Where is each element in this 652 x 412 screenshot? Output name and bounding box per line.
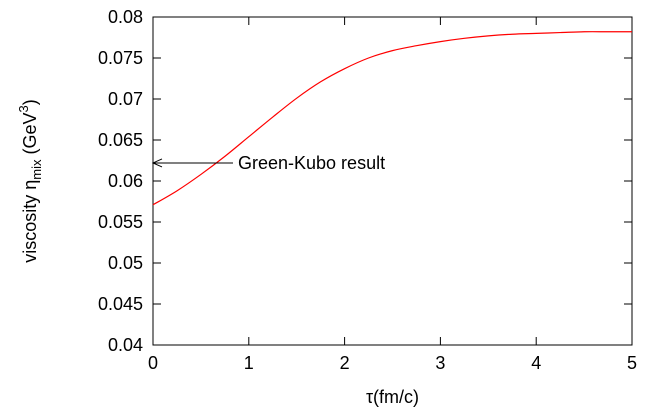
x-tick-label: 4 [531, 353, 541, 373]
y-tick-label: 0.075 [98, 48, 143, 68]
y-axis-label-close: ) [20, 99, 40, 105]
x-tick-label: 0 [148, 353, 158, 373]
x-tick-label: 3 [435, 353, 445, 373]
series-line [152, 31, 632, 206]
plot-frame [152, 16, 633, 346]
annotation-label: Green-Kubo result [238, 153, 385, 173]
y-tick-label: 0.045 [98, 294, 143, 314]
axis-ticks: 0 1 2 3 4 5 0.04 0.045 0.05 0.055 0.06 0.065 0.07 0.0… [98, 7, 637, 373]
annotation: Green-Kubo result [151, 153, 385, 173]
y-tick-label: 0.065 [98, 130, 143, 150]
x-tick-label: 2 [340, 353, 350, 373]
y-tick-label: 0.05 [108, 253, 143, 273]
y-tick-label: 0.04 [108, 335, 143, 355]
x-tick-label: 1 [244, 353, 254, 373]
y-tick-label: 0.07 [108, 89, 143, 109]
plot-area [152, 16, 633, 346]
y-tick-label: 0.055 [98, 212, 143, 232]
y-axis-label-superscript: 3 [16, 105, 31, 112]
y-axis-label-unit: (GeV [20, 112, 40, 159]
y-axis-label-main: viscosity η [20, 180, 40, 263]
y-tick-label: 0.06 [108, 171, 143, 191]
annotation-arrowhead [151, 158, 163, 168]
series-layer [152, 31, 632, 206]
y-tick-label: 0.08 [108, 7, 143, 27]
y-axis-label-subscript: mix [29, 159, 44, 180]
y-axis-label: viscosity ηmix (GeV3) [16, 99, 44, 263]
x-tick-label: 5 [627, 353, 637, 373]
x-axis-label: τ(fm/c) [366, 387, 419, 407]
